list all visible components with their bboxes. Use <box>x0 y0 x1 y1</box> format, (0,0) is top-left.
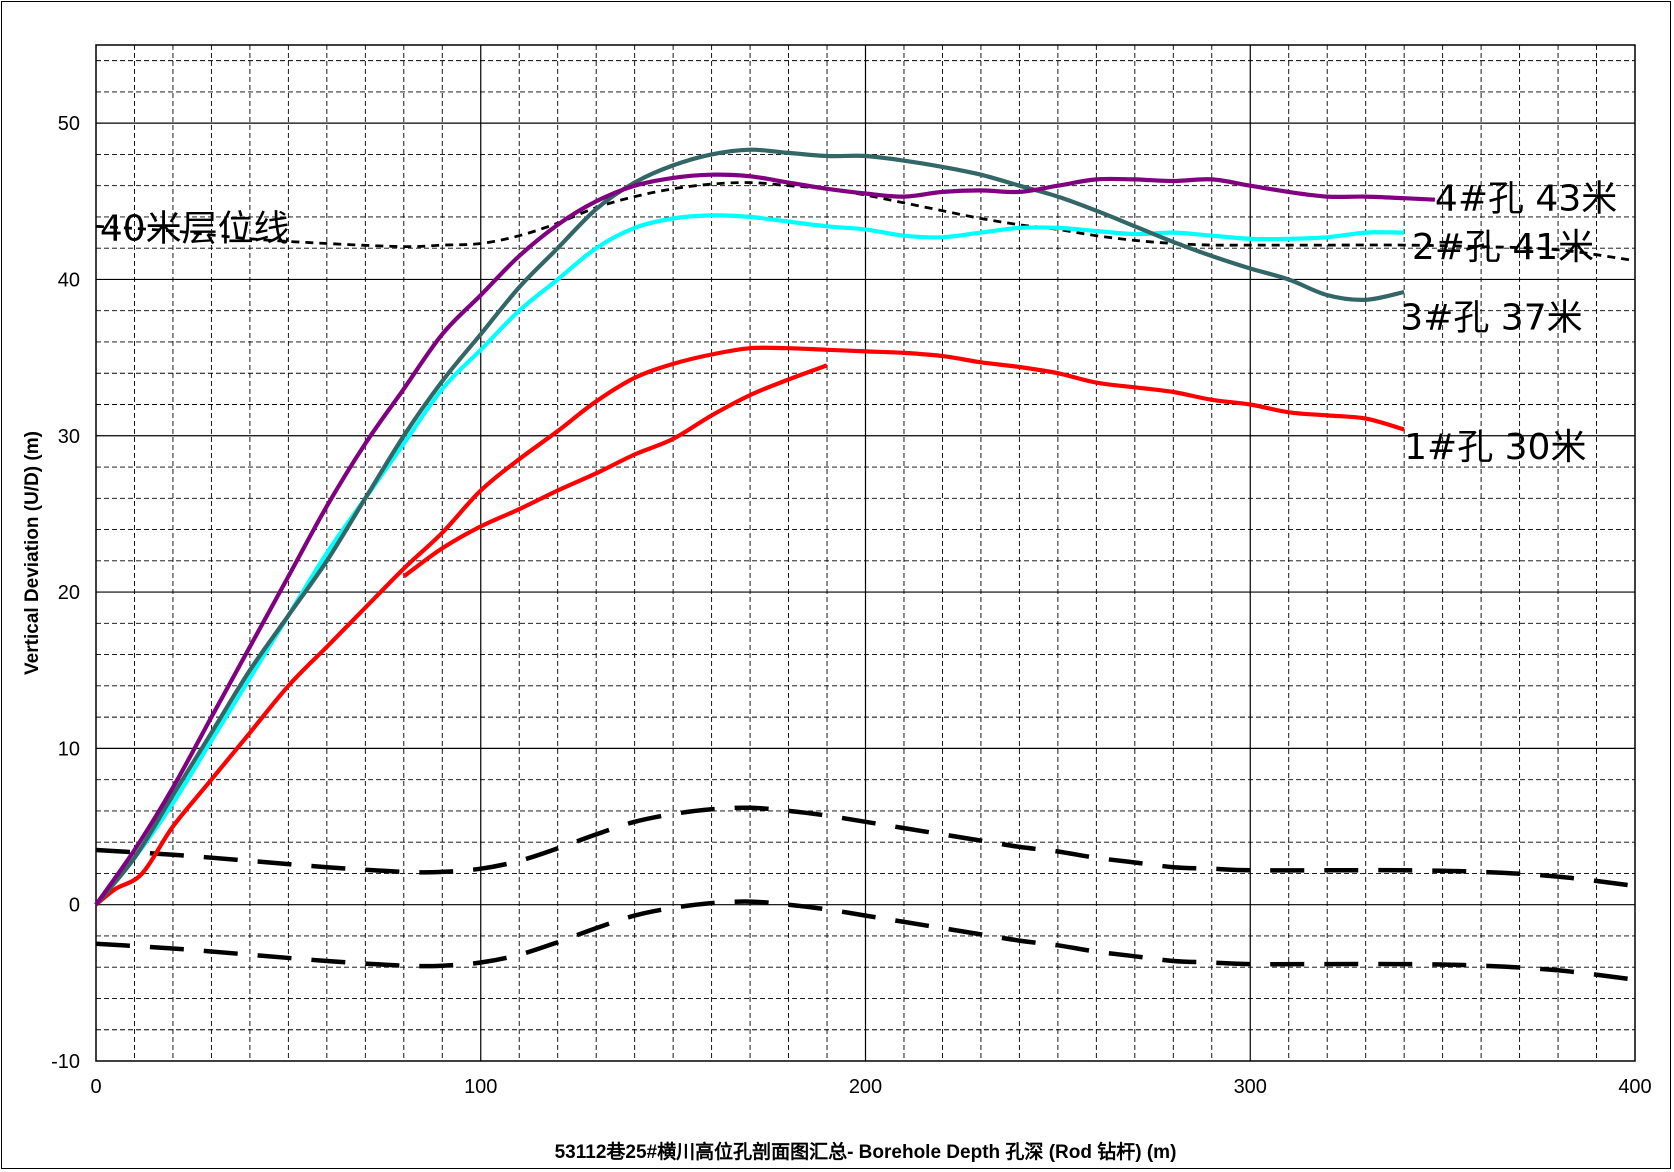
y-tick-label: -10 <box>51 1051 80 1073</box>
x-tick-label: 200 <box>849 1076 882 1098</box>
y-tick-label: 10 <box>58 738 80 760</box>
annotations: 40米层位线 4#孔 43米 2#孔 41米 3#孔 37米 1#孔 30米 <box>100 179 1617 469</box>
series-line-hole3 <box>94 147 1405 907</box>
annotation-label: 40米层位线 <box>100 208 290 249</box>
series-line-roof-line <box>95 805 1636 889</box>
x-axis-title: 53112巷25#横川高位孔剖面图汇总- Borehole Depth 孔深 (… <box>555 1140 1177 1163</box>
y-tick-label: 40 <box>58 269 80 291</box>
series <box>94 147 1636 982</box>
annotation-label: 2#孔 41米 <box>1412 227 1594 268</box>
y-tick-label: 30 <box>58 426 80 448</box>
annotation-label: 1#孔 30米 <box>1404 427 1586 468</box>
x-tick-label: 100 <box>464 1076 497 1098</box>
series-line-floor-line <box>95 899 1636 982</box>
series-line-hole4 <box>94 172 1435 906</box>
y-tick-label: 0 <box>69 895 80 917</box>
series-line-hole1-branch <box>402 363 828 579</box>
grid <box>96 45 1635 1061</box>
y-tick-label: 50 <box>58 113 80 135</box>
annotation-label: 3#孔 37米 <box>1400 297 1582 338</box>
x-axis-ticks: 0 100 200 300 400 <box>90 1076 1651 1098</box>
x-tick-label: 0 <box>90 1076 101 1098</box>
x-tick-label: 300 <box>1234 1076 1267 1098</box>
annotation-label: 4#孔 43米 <box>1435 179 1617 220</box>
plot-area <box>95 44 1636 1062</box>
y-tick-label: 20 <box>58 582 80 604</box>
x-tick-label: 400 <box>1618 1076 1651 1098</box>
y-axis-ticks: -10 0 10 20 30 40 50 <box>51 113 80 1073</box>
series-line-hole1 <box>94 345 1405 907</box>
y-axis-title: Vertical Deviation (U/D) (m) <box>22 431 43 675</box>
